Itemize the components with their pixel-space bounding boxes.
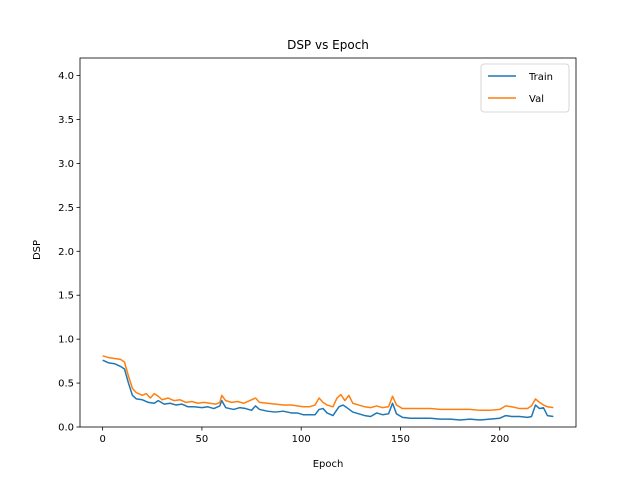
legend-label-train: Train (528, 72, 553, 83)
legend-label-val: Val (529, 94, 544, 105)
legend-box (480, 63, 570, 113)
y-axis-label: DSP (32, 240, 43, 260)
y-tick-label: 3.0 (58, 159, 74, 170)
chart-title: DSP vs Epoch (287, 38, 369, 52)
y-tick-label: 0.5 (58, 379, 74, 390)
x-tick-label: 50 (196, 434, 209, 445)
legend: Train Val (480, 63, 570, 113)
y-tick-label: 1.0 (58, 335, 74, 346)
y-tick-label: 1.5 (58, 291, 74, 302)
y-tick-label: 4.0 (58, 71, 74, 82)
y-tick-label: 0.0 (58, 423, 74, 434)
y-tick-label: 3.5 (58, 115, 74, 126)
x-tick-label: 100 (292, 434, 311, 445)
axes-frame (79, 57, 577, 428)
series-line-train (102, 359, 554, 421)
y-tick-label: 2.5 (58, 203, 74, 214)
x-axis: 0 50 100 150 200 (99, 427, 509, 445)
plot-area (79, 57, 577, 428)
y-axis: 0.0 0.5 1.0 1.5 2.0 2.5 3.0 3.5 4.0 (58, 71, 80, 434)
x-tick-label: 150 (391, 434, 410, 445)
x-axis-label: Epoch (313, 459, 344, 470)
x-tick-label: 200 (490, 434, 509, 445)
x-tick-label: 0 (99, 434, 105, 445)
y-tick-label: 2.0 (58, 247, 74, 258)
series-line-val (102, 355, 554, 412)
